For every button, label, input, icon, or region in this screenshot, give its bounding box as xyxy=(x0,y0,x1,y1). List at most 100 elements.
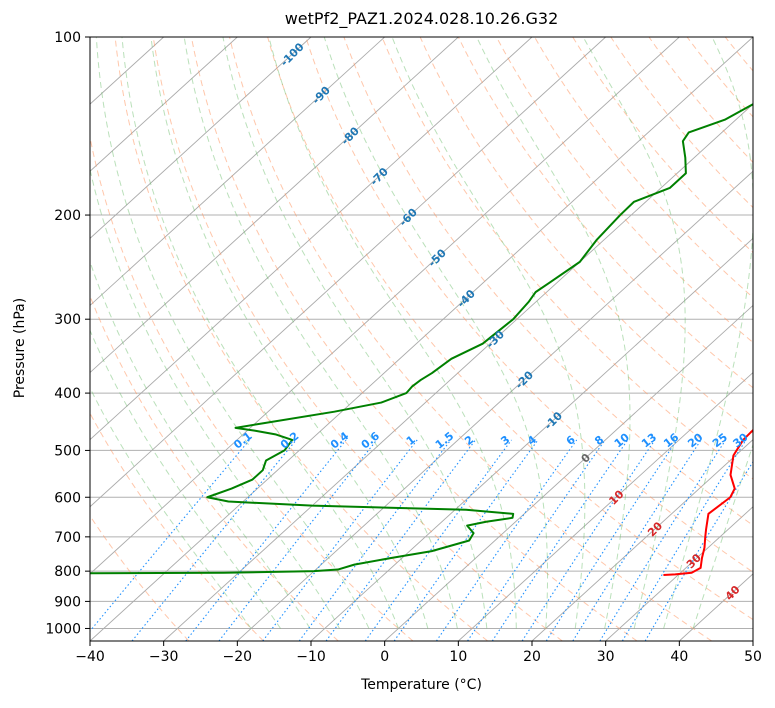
dry-adiabat-line xyxy=(90,412,264,641)
x-tick-label: 50 xyxy=(744,649,762,665)
moist-adiabat-line xyxy=(95,37,370,629)
isotherm-line xyxy=(458,371,753,641)
mixing-ratio-line xyxy=(599,439,727,641)
y-tick-label: 700 xyxy=(54,530,81,546)
moist-adiabat-line xyxy=(323,37,549,629)
isotherm-line xyxy=(163,103,753,641)
mixing-ratio-line xyxy=(435,439,578,641)
y-tick-label: 200 xyxy=(54,208,81,224)
mixing-ratio-line xyxy=(131,439,297,641)
dry-adiabat-line xyxy=(114,37,488,641)
mixing-ratio-label: 25 xyxy=(710,431,730,451)
dry-adiabat-line xyxy=(267,37,753,621)
isotherm-line xyxy=(90,37,459,374)
mixing-ratio-line xyxy=(572,439,702,641)
isotherm-line xyxy=(310,237,753,641)
moist-adiabat-line xyxy=(121,37,399,629)
dry-adiabat-line xyxy=(90,294,339,641)
moist-adiabat-line xyxy=(663,37,753,629)
mixing-ratio-label: 2 xyxy=(462,433,476,448)
x-tick-label: 0 xyxy=(380,649,389,665)
dry-adiabat-line xyxy=(190,37,638,641)
mixing-ratio-label: 20 xyxy=(685,430,705,450)
isotherm-line xyxy=(90,37,164,105)
isotherm-line xyxy=(90,37,606,508)
mixing-ratio-label: 3 xyxy=(498,433,512,448)
moist-adiabat-line xyxy=(476,37,631,629)
mixing-ratio-label: 36 xyxy=(751,430,771,450)
mixing-ratio-label: 13 xyxy=(639,431,659,451)
y-tick-label: 600 xyxy=(54,490,81,506)
x-tick-label: −40 xyxy=(75,649,105,665)
y-tick-label: 100 xyxy=(54,30,81,46)
mixing-ratio-label: 0.4 xyxy=(328,429,352,451)
moist-adiabat-line xyxy=(90,329,281,629)
dry-adiabat-line xyxy=(724,37,753,72)
moist-adiabat-line xyxy=(692,443,753,629)
mixing-ratio-line xyxy=(218,439,378,641)
y-tick-label: 500 xyxy=(54,443,81,459)
mixing-ratio-line xyxy=(262,439,418,641)
x-tick-label: 10 xyxy=(449,649,467,665)
dry-adiabat-line xyxy=(90,134,414,641)
dewpoint-profile-line xyxy=(90,103,753,575)
dry-adiabat-line xyxy=(152,37,563,641)
isotherm-line xyxy=(90,37,533,441)
y-tick-label: 800 xyxy=(54,564,81,580)
isotherm-line xyxy=(90,37,238,172)
mixing-ratio-label: 1.5 xyxy=(433,429,456,451)
mixing-ratio-line xyxy=(644,460,753,641)
moist-adiabat-line xyxy=(90,386,252,629)
isotherm-line xyxy=(90,37,680,575)
y-tick-label: 300 xyxy=(54,312,81,328)
dry-adiabat-line xyxy=(381,37,753,480)
x-tick-label: 40 xyxy=(670,649,688,665)
moist-adiabat-line xyxy=(90,260,311,629)
dry-adiabat-line xyxy=(534,37,753,299)
mixing-ratio-line xyxy=(621,439,747,641)
isotherm-line xyxy=(90,37,91,38)
moist-adiabat-line xyxy=(582,37,686,629)
moist-adiabat-line xyxy=(268,37,517,629)
dry-adiabat-line xyxy=(90,515,190,641)
mixing-ratio-line xyxy=(90,439,250,632)
isotherm-line xyxy=(605,506,753,641)
isotherm-line xyxy=(90,37,753,641)
isotherm-line xyxy=(90,37,312,239)
moist-adiabat-line xyxy=(90,167,340,629)
mixing-ratio-label: 30 xyxy=(730,430,750,450)
moist-adiabat-line xyxy=(222,37,488,629)
moist-adiabat-line xyxy=(150,37,429,629)
moist-adiabat-line xyxy=(391,37,586,629)
dry-adiabat-line xyxy=(495,37,753,344)
chart-title: wetPf2_PAZ1.2024.028.10.26.G32 xyxy=(284,9,559,28)
temperature-profile-line xyxy=(663,428,753,576)
isotherm-line xyxy=(384,304,753,641)
x-tick-label: 30 xyxy=(597,649,615,665)
mixing-ratio-line xyxy=(364,439,512,641)
mixing-ratio-label: 1 xyxy=(404,433,418,448)
mixing-ratio-label: 16 xyxy=(661,430,681,450)
x-tick-label: 20 xyxy=(523,649,541,665)
dry-adiabat-line xyxy=(763,37,775,641)
x-tick-label: −20 xyxy=(223,649,253,665)
mixing-ratio-label: 0.2 xyxy=(278,429,301,451)
dry-adiabat-line xyxy=(457,37,753,389)
dry-adiabat-line xyxy=(610,37,753,209)
plot-frame xyxy=(89,36,754,642)
mixing-ratio-label: 0.6 xyxy=(359,429,383,451)
isotherm-line xyxy=(752,640,753,641)
x-tick-label: −10 xyxy=(296,649,326,665)
y-tick-label: 900 xyxy=(54,594,81,610)
isotherm-line xyxy=(90,37,385,307)
mixing-ratio-line xyxy=(325,439,476,641)
mixing-ratio-line xyxy=(467,439,606,641)
dry-adiabat-line xyxy=(419,37,753,434)
mixing-ratio-line xyxy=(491,439,629,641)
mixing-ratio-line xyxy=(298,439,452,641)
plot-area: 0.1 0.2 0.4 0.6 1 1.5 2 3 4 6 8 10 13 16 20 25 30 36-100-… xyxy=(90,37,775,641)
mixing-ratio-line xyxy=(521,439,656,641)
x-axis-label: Temperature (°C) xyxy=(361,677,482,693)
